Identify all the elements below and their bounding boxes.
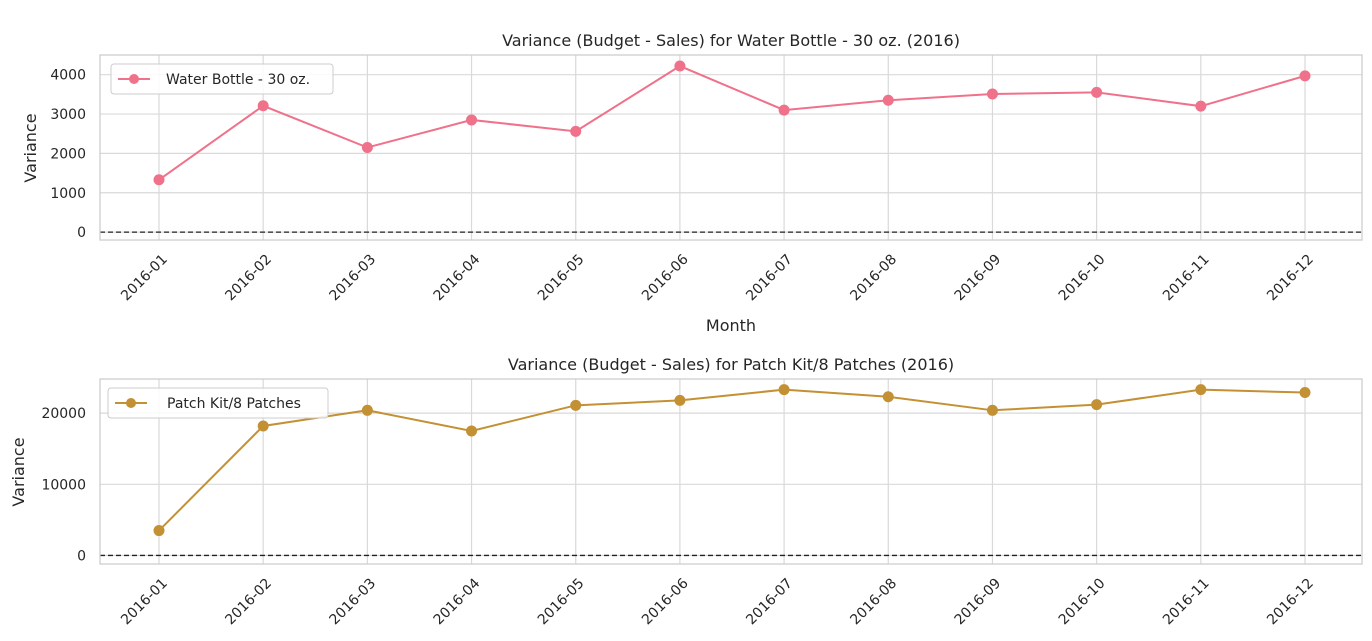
x-tick-label: 2016-04 bbox=[431, 575, 484, 628]
data-point bbox=[1299, 387, 1311, 399]
data-point bbox=[1195, 384, 1207, 396]
data-point bbox=[361, 142, 373, 153]
x-tick-label: 2016-03 bbox=[327, 576, 380, 629]
data-point bbox=[986, 88, 998, 100]
subplot-water-bottle: Variance (Budget - Sales) for Water Bott… bbox=[21, 31, 1363, 335]
x-tick-label: 2016-02 bbox=[222, 252, 275, 305]
data-point bbox=[570, 125, 582, 137]
data-point bbox=[674, 60, 686, 72]
data-point bbox=[466, 425, 478, 437]
x-tick-label: 2016-10 bbox=[1056, 576, 1109, 629]
data-point bbox=[361, 404, 373, 416]
series-marks bbox=[153, 60, 1311, 186]
tick-labels: 2016-01 2016-02 2016-03 2016-04 2016-05 2016-… bbox=[50, 68, 1316, 305]
x-tick-label: 2016-11 bbox=[1160, 576, 1213, 629]
x-tick-label: 2016-03 bbox=[327, 252, 380, 305]
x-tick-label: 2016-12 bbox=[1264, 252, 1317, 305]
data-point bbox=[882, 391, 894, 403]
x-tick-label: 2016-09 bbox=[952, 252, 1005, 305]
x-tick-label: 2016-01 bbox=[118, 252, 171, 305]
legend-label: Patch Kit/8 Patches bbox=[167, 396, 301, 412]
legend: Patch Kit/8 Patches bbox=[107, 387, 329, 419]
data-point bbox=[466, 114, 478, 126]
y-tick-label: 0 bbox=[77, 548, 86, 564]
data-point bbox=[674, 394, 686, 406]
data-point bbox=[153, 525, 165, 537]
data-point bbox=[1091, 399, 1103, 411]
data-point bbox=[1195, 100, 1207, 112]
plot-frame bbox=[99, 378, 1363, 565]
y-tick-label: 2000 bbox=[50, 146, 86, 162]
x-tick-label: 2016-04 bbox=[431, 251, 484, 304]
x-tick-label: 2016-02 bbox=[222, 576, 275, 629]
series-marks bbox=[153, 384, 1311, 537]
y-axis-label: Variance bbox=[21, 113, 40, 182]
series-line bbox=[158, 64, 1306, 181]
x-tick-label: 2016-12 bbox=[1264, 576, 1317, 629]
x-tick-label: 2016-01 bbox=[118, 576, 171, 629]
x-tick-label: 2016-05 bbox=[535, 252, 588, 305]
data-point bbox=[778, 384, 790, 396]
chart-title: Variance (Budget - Sales) for Patch Kit/… bbox=[508, 355, 954, 374]
data-point bbox=[570, 399, 582, 411]
x-tick-label: 2016-06 bbox=[639, 575, 692, 628]
y-tick-label: 20000 bbox=[41, 406, 86, 422]
legend-box bbox=[107, 387, 329, 419]
y-tick-label: 3000 bbox=[50, 107, 86, 123]
x-tick-label: 2016-08 bbox=[847, 252, 900, 305]
tick-labels: 2016-01 2016-02 2016-03 2016-04 2016-05 2016-… bbox=[41, 406, 1316, 628]
data-point bbox=[257, 420, 269, 432]
y-tick-label: 10000 bbox=[41, 477, 86, 493]
gridlines bbox=[100, 55, 1362, 240]
legend-marker bbox=[126, 398, 136, 408]
legend-label: Water Bottle - 30 oz. bbox=[166, 72, 310, 88]
x-tick-label: 2016-10 bbox=[1056, 252, 1109, 305]
x-tick-label: 2016-08 bbox=[847, 576, 900, 629]
x-tick-label: 2016-09 bbox=[952, 576, 1005, 629]
x-tick-label: 2016-06 bbox=[639, 251, 692, 304]
data-point bbox=[778, 104, 790, 116]
legend-box bbox=[110, 63, 334, 95]
chart-title: Variance (Budget - Sales) for Water Bott… bbox=[502, 31, 960, 50]
x-tick-label: 2016-05 bbox=[535, 576, 588, 629]
x-axis-label: Month bbox=[706, 316, 756, 335]
series-line bbox=[158, 388, 1306, 532]
data-point bbox=[1299, 70, 1311, 82]
subplot-patch-kit: Variance (Budget - Sales) for Patch Kit/… bbox=[9, 355, 1363, 628]
legend: Water Bottle - 30 oz. bbox=[110, 63, 334, 95]
y-tick-label: 4000 bbox=[50, 68, 86, 84]
y-tick-label: 0 bbox=[77, 225, 86, 241]
y-tick-label: 1000 bbox=[50, 186, 86, 202]
plot-frame bbox=[99, 54, 1363, 241]
x-tick-label: 2016-07 bbox=[743, 576, 796, 629]
x-tick-label: 2016-11 bbox=[1160, 252, 1213, 305]
data-point bbox=[882, 94, 894, 106]
data-point bbox=[257, 100, 269, 112]
y-axis-label: Variance bbox=[9, 437, 28, 506]
data-point bbox=[986, 404, 998, 416]
data-point bbox=[1091, 86, 1103, 98]
data-point bbox=[153, 174, 165, 186]
x-tick-label: 2016-07 bbox=[743, 252, 796, 305]
legend-marker bbox=[129, 74, 139, 84]
